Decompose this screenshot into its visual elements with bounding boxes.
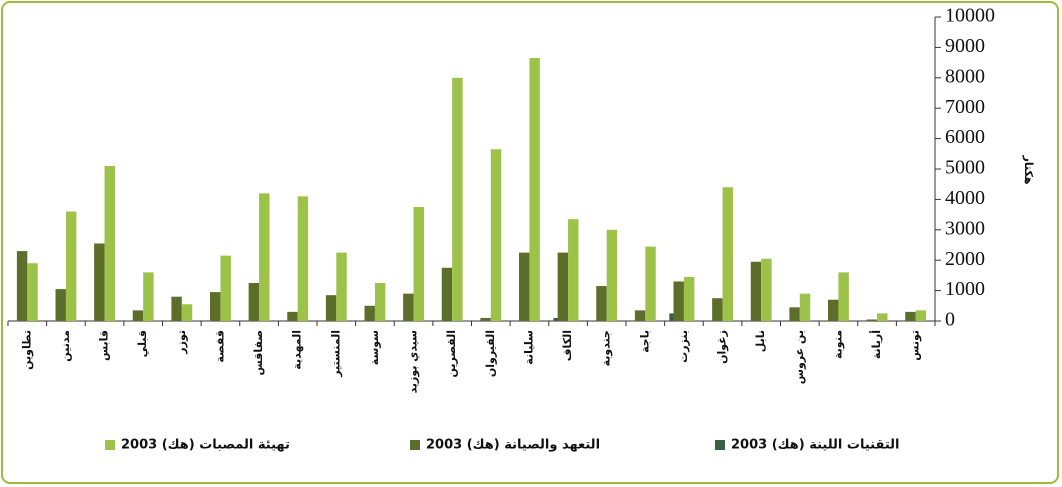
- bar: [557, 252, 569, 321]
- bar: [915, 310, 927, 321]
- x-tick-label: قفصة: [213, 330, 226, 363]
- legend-swatch: [105, 440, 115, 450]
- x-tick-label: منوبة: [831, 330, 844, 359]
- y-tick-label: 0: [945, 309, 955, 331]
- bar: [553, 317, 560, 321]
- bar: [789, 307, 800, 321]
- legend-label: التقنيات اللينة (هك) 2003: [731, 438, 899, 453]
- bar: [104, 165, 115, 321]
- bar: [669, 313, 676, 321]
- x-tick-label: المنستير: [329, 330, 342, 378]
- bar: [877, 313, 888, 321]
- bar: [220, 255, 231, 321]
- bar: [259, 193, 270, 321]
- bar: [828, 299, 839, 321]
- x-tick-label: سيدي بوزيد: [407, 330, 420, 393]
- bar: [761, 258, 772, 321]
- bar: [606, 229, 618, 321]
- bar: [55, 289, 66, 321]
- x-tick-label: نابل: [754, 330, 767, 352]
- x-tick-label: قابس: [98, 330, 111, 361]
- x-tick-label: جندوبة: [600, 330, 613, 366]
- y-tick-label: 4000: [945, 187, 985, 209]
- x-tick-label: مدنين: [59, 330, 72, 362]
- bar: [171, 296, 182, 321]
- x-tick-label: تونس: [909, 330, 922, 361]
- bar: [403, 293, 414, 321]
- x-tick-label: القصرين: [445, 330, 458, 378]
- y-tick-label: 6000: [945, 126, 985, 148]
- bar: [16, 251, 28, 321]
- legend-label: تهيئة المصبات (هك) 2003: [121, 438, 290, 453]
- y-tick-label: 7000: [945, 96, 985, 118]
- bar: [364, 305, 375, 321]
- bar: [529, 58, 540, 321]
- bar: [374, 283, 386, 321]
- bar: [480, 317, 491, 321]
- legend-swatch: [410, 440, 420, 450]
- bar: [248, 283, 260, 321]
- bar: [683, 276, 695, 321]
- y-tick-label: 8000: [945, 65, 985, 87]
- x-tick-label: الكاف: [561, 330, 574, 361]
- legend-label: التعهد والصيانة (هك) 2003: [426, 438, 600, 453]
- x-tick-label: توزر: [175, 330, 188, 355]
- y-tick-label: 1000: [945, 278, 985, 300]
- bar: [799, 293, 811, 321]
- bar: [712, 298, 723, 321]
- x-tick-label: صفاقس: [252, 330, 265, 375]
- y-tick-label: 5000: [945, 157, 985, 179]
- bar: [210, 292, 221, 321]
- bar: [568, 219, 579, 321]
- bar: [94, 243, 105, 321]
- bar: [143, 272, 154, 321]
- x-tick-label: القيروان: [484, 330, 497, 377]
- x-tick-label: بن عروس: [793, 330, 806, 384]
- x-tick-label: تطاوين: [20, 330, 33, 370]
- bar: [132, 310, 144, 321]
- legend-swatch: [715, 440, 725, 450]
- bar: [634, 310, 646, 321]
- bar: [325, 295, 337, 321]
- x-tick-label: بنزرت: [677, 330, 690, 363]
- bar: [441, 267, 453, 321]
- x-tick-label: زغوان: [716, 330, 729, 364]
- y-tick-label: 9000: [945, 35, 985, 57]
- x-tick-label: أريانة: [869, 330, 883, 359]
- x-tick-label: باجة: [638, 330, 651, 353]
- y-tick-label: 2000: [945, 248, 985, 270]
- bar: [181, 304, 193, 321]
- y-tick-label: 3000: [945, 217, 985, 239]
- bar: [297, 196, 309, 321]
- bar: [722, 187, 733, 321]
- x-tick-label: سليانة: [522, 330, 535, 365]
- x-tick-label: المهدية: [291, 330, 304, 370]
- bar: [750, 261, 762, 321]
- bar: [866, 319, 878, 321]
- bar: [519, 252, 530, 321]
- bar: [596, 286, 607, 321]
- bar: [27, 263, 38, 321]
- bar: [838, 272, 849, 321]
- bar: [452, 77, 463, 321]
- bar: [905, 311, 916, 321]
- bar: [673, 281, 684, 321]
- bar: [65, 211, 77, 321]
- x-tick-label: سوسة: [368, 330, 381, 365]
- y-axis-label: هكتار: [1022, 155, 1035, 185]
- y-tick-label: 10000: [945, 5, 995, 27]
- bar: [413, 207, 424, 321]
- bar: [645, 246, 656, 321]
- bar: [336, 252, 347, 321]
- x-tick-label: قبلي: [136, 330, 149, 357]
- bar: [287, 311, 298, 321]
- bar: [490, 149, 502, 321]
